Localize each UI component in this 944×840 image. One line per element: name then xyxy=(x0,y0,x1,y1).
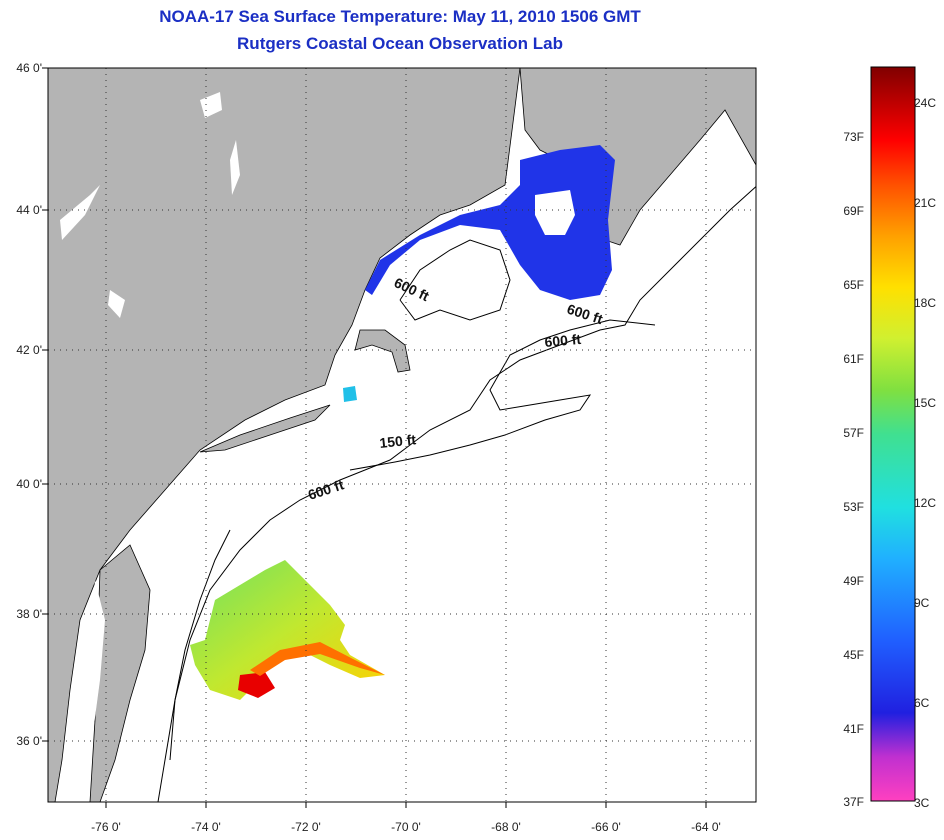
lat-label-40: 40 0' xyxy=(16,477,42,491)
chesapeake-bay xyxy=(86,580,105,740)
lon-label-70: -70 0' xyxy=(391,820,421,834)
sst-cape-cod-bay xyxy=(343,386,357,402)
colorbar-c-15: 15C xyxy=(914,396,937,410)
colorbar-c-6: 6C xyxy=(914,696,930,710)
lat-label-36: 36 0' xyxy=(16,734,42,748)
land-cape-cod xyxy=(354,329,411,373)
contour-label-600ft-3: 600 ft xyxy=(544,331,582,350)
lake-3 xyxy=(60,185,100,240)
lake-2 xyxy=(230,140,240,195)
colorbar-c-12: 12C xyxy=(914,496,937,510)
depth-contours xyxy=(157,185,756,802)
colorbar-f-53: 53F xyxy=(843,500,864,514)
colorbar-f-65: 65F xyxy=(843,278,864,292)
lon-label-72: -72 0' xyxy=(291,820,321,834)
lat-label-42: 42 0' xyxy=(16,343,42,357)
lon-label-66: -66 0' xyxy=(591,820,621,834)
colorbar-c-3: 3C xyxy=(914,796,930,810)
land-long-island xyxy=(199,404,331,453)
lake-4 xyxy=(108,290,125,318)
lat-lon-grid xyxy=(48,68,756,802)
colorbar-f-61: 61F xyxy=(843,352,864,366)
land-delmarva xyxy=(89,544,151,802)
map-title: NOAA-17 Sea Surface Temperature: May 11,… xyxy=(159,7,641,26)
colorbar-f-69: 69F xyxy=(843,204,864,218)
lon-label-64: -64 0' xyxy=(691,820,721,834)
map-subtitle: Rutgers Coastal Ocean Observation Lab xyxy=(237,34,563,53)
lon-label-74: -74 0' xyxy=(191,820,221,834)
sst-warm-core xyxy=(238,672,275,698)
map-frame xyxy=(47,67,757,803)
colorbar-f-37: 37F xyxy=(843,795,864,809)
sst-front xyxy=(250,642,385,676)
colorbar-c-18: 18C xyxy=(914,296,937,310)
lon-label-68: -68 0' xyxy=(491,820,521,834)
lat-label-44: 44 0' xyxy=(16,203,42,217)
colorbar-f-57: 57F xyxy=(843,426,864,440)
sst-mid-atlantic xyxy=(190,560,385,700)
lat-label-46: 46 0' xyxy=(16,61,42,75)
sst-gulf-of-maine xyxy=(365,145,615,300)
sst-clear-spot xyxy=(535,190,575,235)
lon-label-76: -76 0' xyxy=(91,820,121,834)
colorbar-c-9: 9C xyxy=(914,596,930,610)
colorbar-f-45: 45F xyxy=(843,648,864,662)
contour-label-150ft: 150 ft xyxy=(379,431,417,451)
land-mainland xyxy=(48,68,521,802)
colorbar-c-21: 21C xyxy=(914,196,937,210)
lat-label-38: 38 0' xyxy=(16,607,42,621)
colorbar-f-41: 41F xyxy=(843,722,864,736)
colorbar-f-73: 73F xyxy=(843,130,864,144)
colorbar-c-24: 24C xyxy=(914,96,937,110)
colorbar xyxy=(870,66,916,802)
colorbar-f-49: 49F xyxy=(843,574,864,588)
axis-ticks xyxy=(42,67,707,808)
